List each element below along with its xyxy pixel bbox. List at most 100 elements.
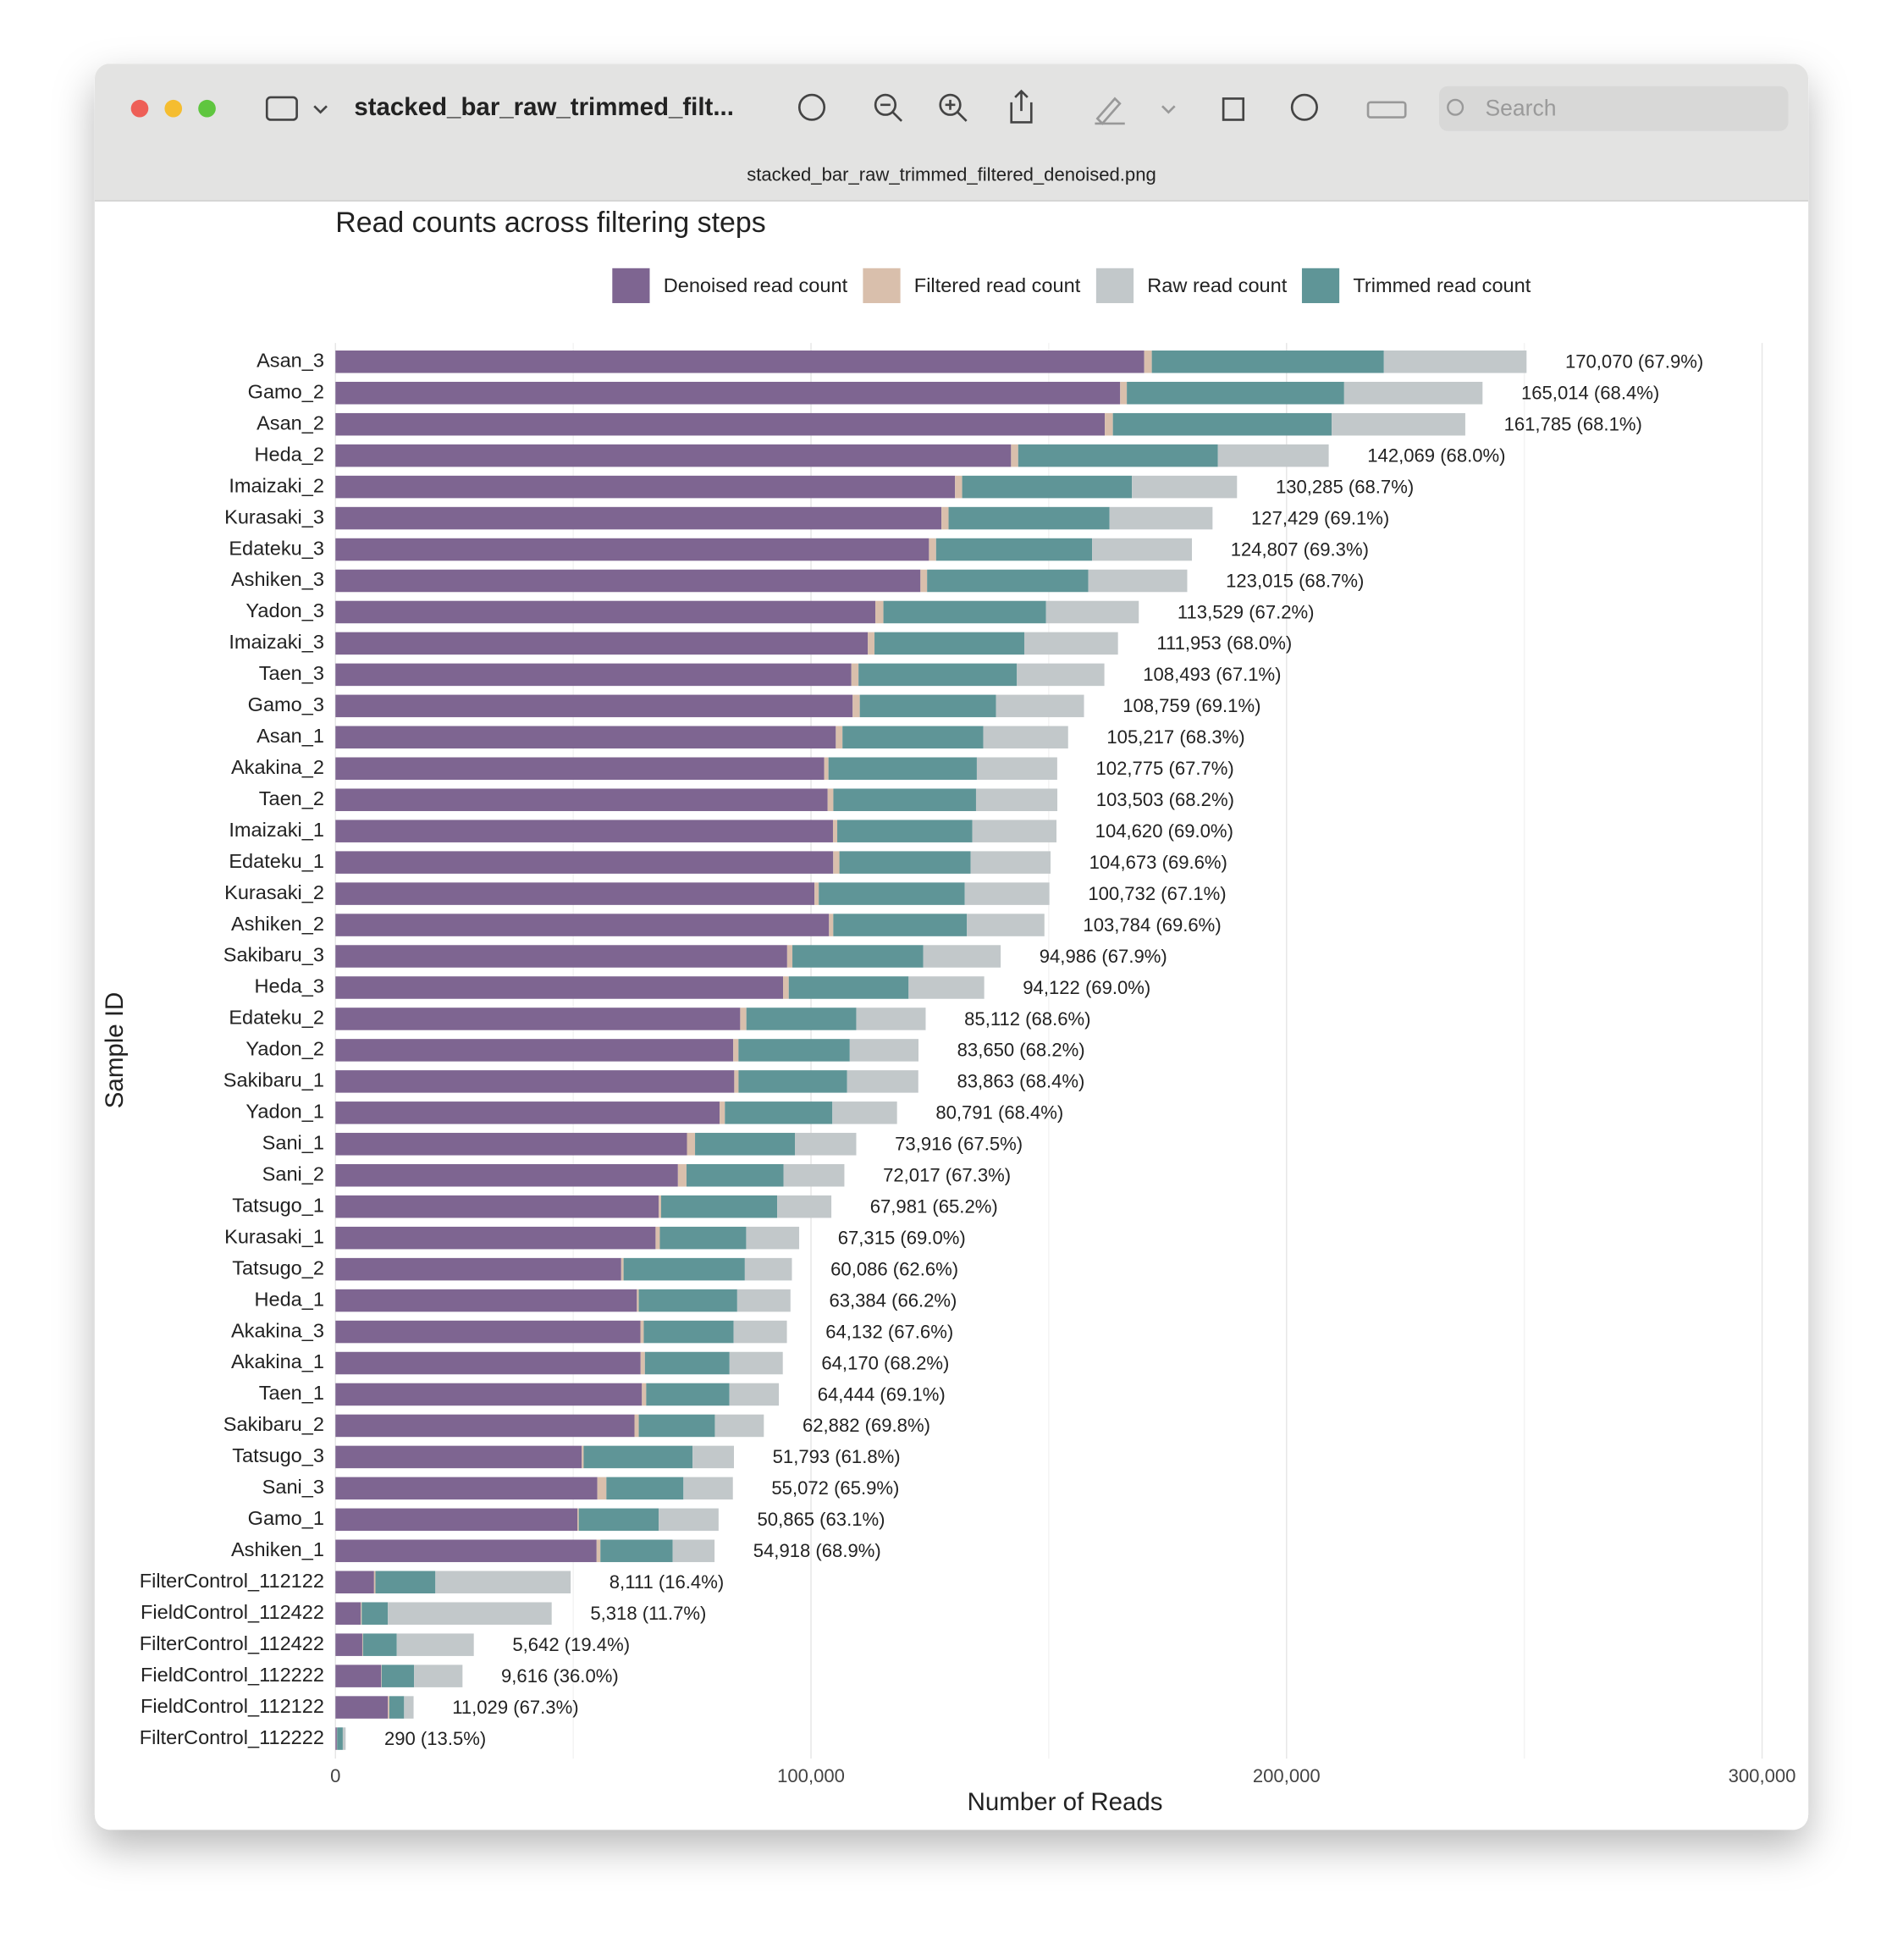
bar-segment: [335, 570, 920, 593]
bar-segment: [641, 1321, 644, 1344]
value-label: 127,429 (69.1%): [1251, 507, 1389, 528]
bar-segment: [789, 976, 909, 999]
bar-segment: [837, 820, 973, 842]
bar-segment: [1017, 664, 1104, 687]
y-tick-label: Yadon_3: [245, 599, 324, 621]
bar-segment: [1024, 632, 1118, 655]
value-label: 108,759 (69.1%): [1122, 695, 1260, 716]
search-placeholder: Search: [1486, 96, 1557, 121]
bar-segment: [335, 413, 1105, 436]
value-label: 111,953 (68.0%): [1156, 632, 1292, 654]
bar-segment: [624, 1258, 745, 1281]
bar-segment: [971, 851, 1051, 874]
bar-segment: [1092, 538, 1192, 561]
y-tick-label: Taen_2: [259, 787, 324, 809]
bar-segment: [335, 1039, 733, 1062]
y-tick-label: Tatsugo_1: [232, 1194, 324, 1216]
bar-segment: [335, 1008, 740, 1030]
bar-segment: [856, 1008, 925, 1030]
bar-segment: [361, 1602, 388, 1625]
bar-segment: [583, 1446, 692, 1469]
value-label: 94,122 (69.0%): [1023, 977, 1150, 998]
bar-segment: [335, 601, 875, 624]
bar-segment: [955, 476, 962, 499]
bar-segment: [737, 1289, 791, 1312]
bar-segment: [335, 1477, 597, 1500]
bar-segment: [941, 507, 948, 530]
bar-segment: [337, 1727, 343, 1750]
x-axis-title: Number of Reads: [968, 1788, 1163, 1816]
value-label: 64,170 (68.2%): [821, 1352, 949, 1373]
bar-segment: [335, 444, 1011, 467]
bar-segment: [641, 1352, 645, 1375]
bar-segment: [833, 820, 837, 842]
bar-segment: [335, 1258, 621, 1281]
y-tick-label: Heda_1: [254, 1288, 324, 1310]
bar-segment: [1018, 444, 1218, 467]
y-tick-label: Edateku_2: [229, 1007, 324, 1029]
bar-segment: [842, 726, 983, 749]
y-tick-label: Gamo_2: [248, 380, 324, 402]
y-axis-title: Sample ID: [101, 992, 129, 1109]
bar-segment: [335, 1446, 582, 1469]
chart-title: Read counts across filtering steps: [335, 207, 765, 239]
bar-segment: [795, 1133, 856, 1156]
value-label: 5,642 (19.4%): [512, 1634, 630, 1655]
bar-segment: [836, 726, 842, 749]
bar-segment: [850, 1039, 918, 1062]
value-label: 85,112 (68.6%): [964, 1008, 1090, 1030]
bar-segment: [621, 1258, 624, 1281]
y-tick-label: Ashiken_1: [231, 1538, 324, 1560]
bar-segment: [335, 1665, 381, 1687]
bar-segment: [814, 882, 819, 905]
bar-segment: [646, 1383, 729, 1406]
bar-segment: [388, 1696, 389, 1719]
minimize-button[interactable]: [164, 100, 182, 118]
bar-segment: [858, 664, 1017, 687]
close-button[interactable]: [131, 100, 149, 118]
bar-segment: [635, 1415, 639, 1438]
bar-segment: [335, 351, 1144, 373]
bar-segment: [335, 1352, 640, 1375]
zoom-button[interactable]: [198, 100, 216, 118]
bar-segment: [335, 758, 824, 781]
legend-swatch: [1302, 268, 1339, 303]
bar-segment: [738, 1039, 849, 1062]
value-label: 170,070 (67.9%): [1565, 351, 1703, 373]
legend-swatch: [1096, 268, 1134, 303]
bar-segment: [335, 664, 851, 687]
value-label: 62,882 (69.8%): [803, 1415, 930, 1436]
value-label: 105,217 (68.3%): [1106, 726, 1244, 748]
value-label: 142,069 (68.0%): [1367, 444, 1505, 466]
bar-segment: [1120, 382, 1127, 405]
value-label: 83,650 (68.2%): [957, 1040, 1085, 1061]
y-tick-label: FieldControl_112122: [141, 1695, 324, 1717]
bar-segment: [335, 1195, 659, 1218]
bar-segment: [874, 632, 1024, 655]
bar-segment: [335, 976, 783, 999]
file-name: stacked_bar_raw_trimmed_filtered_denoise…: [747, 164, 1156, 185]
bar-segment: [832, 1101, 896, 1124]
bar-segment: [740, 1008, 746, 1030]
bar-segment: [819, 882, 964, 905]
bar-segment: [829, 914, 833, 936]
bar-segment: [1344, 382, 1482, 405]
y-tick-label: Sani_1: [262, 1132, 324, 1154]
bar-segment: [746, 1227, 799, 1250]
bar-segment: [720, 1101, 725, 1124]
bar-segment: [963, 476, 1133, 499]
bar-segment: [362, 1633, 363, 1656]
toolbar-title: stacked_bar_raw_trimmed_filt...: [354, 93, 734, 121]
bar-segment: [1145, 351, 1152, 373]
bar-segment: [639, 1289, 737, 1312]
bar-segment: [335, 1133, 687, 1156]
bar-segment: [582, 1446, 583, 1469]
bar-segment: [335, 538, 929, 561]
bar-segment: [840, 851, 971, 874]
y-tick-label: Edateku_1: [229, 850, 324, 872]
bar-segment: [868, 632, 874, 655]
bar-segment: [579, 1509, 659, 1532]
y-tick-label: Asan_2: [256, 411, 324, 433]
value-label: 60,086 (62.6%): [830, 1258, 958, 1279]
